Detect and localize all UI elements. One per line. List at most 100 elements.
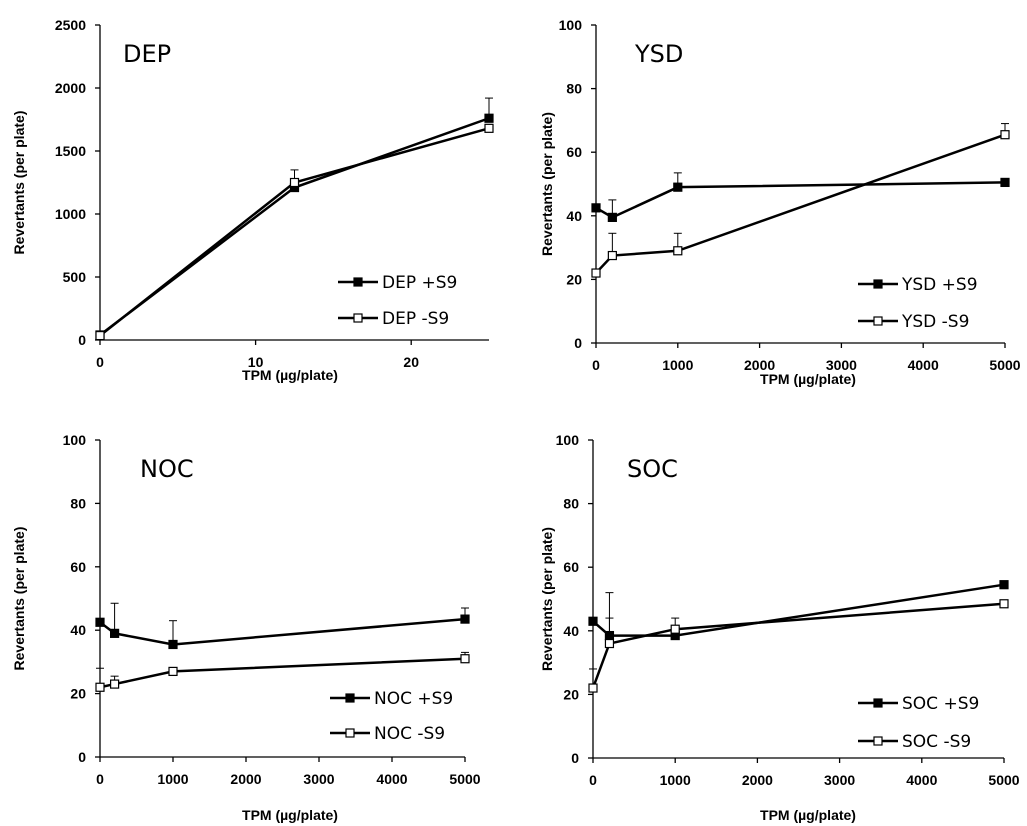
x-tick-label: 0 [589,772,597,788]
series-plus-s9: SOC +S9 [588,580,1009,714]
legend-label: YSD -S9 [901,312,969,332]
data-point [109,628,120,638]
legend-marker [873,279,883,289]
y-tick-label: 0 [571,750,579,766]
data-point [588,683,598,693]
y-tick-label: 20 [563,686,579,702]
y-tick-label: 500 [63,269,87,285]
data-point [95,617,105,627]
y-tick-label: 80 [563,496,579,512]
panel-title: YSD [634,40,683,68]
x-tick-label: 3000 [826,357,857,373]
y-tick-label: 0 [78,749,86,765]
data-point [591,203,601,213]
series-minus-s9: YSD -S9 [591,123,1010,332]
y-tick-label: 40 [566,208,582,224]
legend-marker [353,277,363,287]
x-tick-label: 5000 [988,772,1019,788]
data-point [591,268,601,278]
y-axis-title: Revertants (per plate) [539,527,555,671]
series-minus-s9: SOC -S9 [588,592,1009,752]
panel-title: DEP [123,40,171,68]
series-line [99,617,466,646]
legend-label: SOC -S9 [902,732,971,752]
data-point [484,123,494,133]
series-line [99,117,490,336]
data-point [1000,177,1010,188]
series-line [595,133,1006,274]
data-point [484,113,494,123]
data-point [999,580,1009,590]
x-axis-title: TPM (µg/plate) [242,367,338,383]
x-tick-label: 3000 [824,772,855,788]
series-line [99,127,490,337]
y-tick-label: 1500 [55,143,86,159]
data-point [673,246,683,256]
panel-title: SOC [627,455,678,483]
x-tick-label: 2000 [742,772,773,788]
y-tick-label: 60 [70,559,86,575]
y-axis-title: Revertants (per plate) [11,111,27,255]
x-tick-label: 0 [592,357,600,373]
series-line [591,602,1005,689]
legend-marker [345,728,355,738]
x-axis-title: TPM (µg/plate) [760,371,856,387]
y-tick-label: 80 [566,81,582,97]
y-tick-label: 100 [559,17,583,33]
data-point [607,250,617,261]
x-axis-title: TPM (µg/plate) [760,807,856,823]
y-tick-label: 60 [563,559,579,575]
series-minus-s9: NOC -S9 [95,651,470,744]
x-axis-title: TPM (µg/plate) [242,807,338,823]
y-tick-label: 1000 [55,206,86,222]
x-tick-label: 2000 [744,357,775,373]
legend-marker [873,698,883,708]
x-tick-label: 1000 [662,357,693,373]
y-tick-label: 2500 [55,17,86,33]
y-tick-label: 0 [78,332,86,348]
series-plus-s9: NOC +S9 [95,602,470,709]
data-point [109,679,120,689]
y-tick-label: 20 [70,686,86,702]
x-tick-label: 5000 [449,771,480,787]
data-point [460,654,470,664]
legend-marker [353,313,363,323]
legend-label: DEP -S9 [382,309,449,329]
y-axis-title: Revertants (per plate) [11,527,27,671]
x-tick-label: 0 [96,771,104,787]
legend-marker [345,693,355,703]
legend-label: NOC +S9 [374,689,453,709]
x-tick-label: 4000 [376,771,407,787]
y-axis-title: Revertants (per plate) [539,112,555,256]
data-point [289,177,300,188]
series-line [99,657,466,689]
x-tick-label: 20 [403,354,419,370]
series-minus-s9: DEP -S9 [95,123,494,341]
series-line [592,583,1005,637]
y-tick-label: 100 [63,432,87,448]
x-tick-label: 0 [96,354,104,370]
y-tick-label: 100 [556,432,580,448]
x-tick-label: 10 [248,354,264,370]
series-plus-s9: DEP +S9 [95,97,494,340]
legend-marker [873,736,883,746]
y-tick-label: 20 [566,271,582,287]
x-tick-label: 4000 [906,772,937,788]
data-point [673,182,683,192]
data-point [460,614,470,624]
x-tick-label: 1000 [660,772,691,788]
data-point [999,599,1009,609]
x-tick-label: 3000 [303,771,334,787]
x-tick-label: 1000 [157,771,188,787]
panel-title: NOC [140,455,194,483]
data-point [168,639,178,650]
legend-label: DEP +S9 [382,273,457,293]
x-tick-label: 2000 [230,771,261,787]
data-point [168,666,178,677]
y-tick-label: 40 [70,622,86,638]
series-line [595,181,1006,219]
